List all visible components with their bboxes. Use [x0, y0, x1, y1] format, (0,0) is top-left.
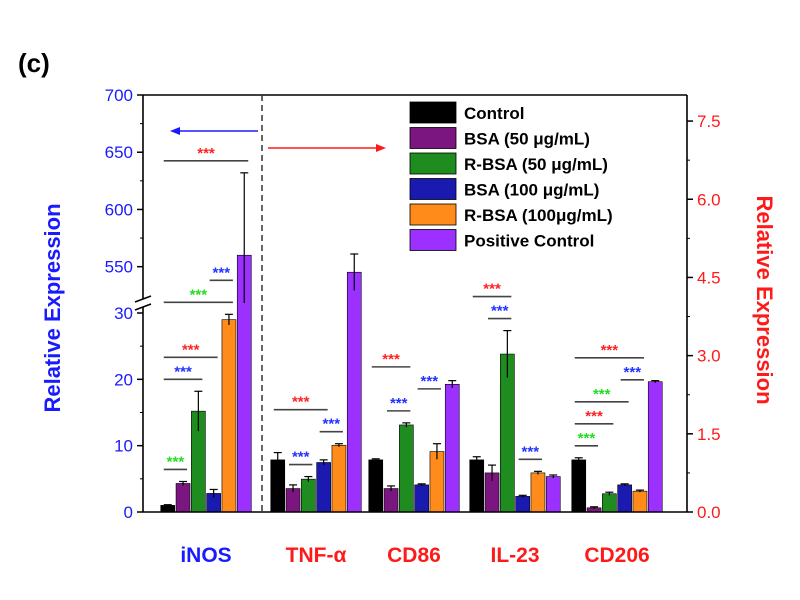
bar	[316, 462, 331, 513]
bar	[530, 472, 546, 513]
legend-label: R-BSA (100μg/mL)	[464, 206, 613, 225]
legend-label: Positive Control	[464, 232, 594, 251]
legend-label: R-BSA (50 μg/mL)	[464, 155, 608, 174]
significance-label: ***	[382, 351, 400, 368]
left-axis-title: Relative Expression	[40, 203, 65, 412]
bar	[221, 319, 237, 513]
right-tick-label: 0.0	[697, 503, 721, 522]
significance-label: ***	[601, 342, 619, 359]
legend-swatch	[409, 178, 457, 200]
legend: Control BSA (50 μg/mL) R-BSA (50 μg/mL) BSA…	[409, 101, 613, 251]
bar	[331, 444, 347, 513]
left-tick-label: 700	[105, 86, 133, 105]
legend-label: BSA (100 μg/mL)	[464, 181, 599, 200]
category-labels: iNOS TNF-α CD86 IL-23 CD206	[180, 544, 649, 567]
bar	[368, 459, 384, 513]
left-tick-label: 0	[124, 503, 133, 522]
significance-label: ***	[578, 430, 596, 447]
significance-label: ***	[174, 363, 192, 380]
significance-label: ***	[522, 443, 540, 460]
bar	[175, 483, 191, 513]
bar	[602, 493, 617, 513]
right-tick-label: 7.5	[697, 112, 721, 131]
right-tick-label: 6.0	[697, 190, 721, 209]
bar	[545, 476, 561, 513]
axis-break-gap	[135, 299, 151, 307]
bar	[429, 451, 445, 513]
legend-swatch	[409, 152, 457, 175]
legend-swatch	[409, 203, 457, 226]
significance-label: ***	[292, 449, 310, 466]
bar	[301, 478, 316, 513]
right-arrowhead	[376, 144, 386, 152]
category-label: CD206	[584, 544, 649, 567]
category-label: IL-23	[490, 544, 539, 567]
axis-break-mark	[134, 303, 152, 311]
legend-label: BSA (50 μg/mL)	[464, 130, 590, 149]
significance-label: ***	[182, 341, 200, 358]
significance-annotations: *** *** *** *** *** *** *** *** *** *** *** *** *** *…	[163, 145, 644, 470]
legend-swatch	[409, 127, 457, 149]
bar	[632, 490, 648, 513]
significance-label: ***	[483, 281, 501, 298]
significance-label: ***	[585, 408, 603, 425]
bar	[617, 484, 632, 513]
bar	[399, 424, 414, 513]
significance-label: ***	[213, 264, 231, 281]
left-tick-label: 10	[114, 437, 133, 456]
category-label: CD86	[387, 544, 441, 567]
left-tick-label: 550	[105, 258, 133, 277]
legend-swatch	[409, 229, 457, 251]
significance-label: ***	[624, 364, 642, 381]
right-tick-label: 3.0	[697, 347, 721, 366]
bar	[444, 383, 460, 513]
bar	[515, 496, 530, 513]
left-tick-label: 30	[114, 304, 133, 323]
category-label: TNF-α	[286, 544, 347, 567]
left-arrowhead	[170, 127, 180, 135]
significance-label: ***	[197, 145, 215, 162]
axis-break-mark	[134, 295, 152, 303]
significance-label: ***	[190, 286, 208, 303]
significance-label: ***	[167, 453, 185, 470]
right-axis-title: Relative Expression	[752, 195, 777, 404]
bar	[414, 484, 429, 513]
significance-label: ***	[323, 416, 341, 433]
bar	[571, 459, 587, 513]
bar	[346, 271, 362, 513]
left-tick-label: 20	[114, 370, 133, 389]
significance-label: ***	[390, 395, 408, 412]
bar	[469, 459, 485, 513]
axes-frame	[134, 94, 688, 513]
bar	[647, 381, 663, 513]
category-label: iNOS	[180, 544, 231, 567]
left-tick-label: 600	[105, 200, 133, 219]
significance-label: ***	[421, 373, 439, 390]
bar	[500, 353, 515, 513]
right-tick-label: 1.5	[697, 425, 721, 444]
right-tick-label: 4.5	[697, 268, 721, 287]
significance-label: ***	[292, 394, 310, 411]
legend-swatch	[409, 101, 457, 124]
panel-label: (c)	[18, 48, 50, 78]
bar	[160, 505, 176, 513]
significance-label: ***	[593, 386, 611, 403]
axis-ticks: 0 10 20 30 550 600 650 700 0.0 1.5 3.0 4.5 6.0 7.5	[105, 86, 721, 522]
significance-label: ***	[491, 303, 509, 320]
left-tick-label: 650	[105, 143, 133, 162]
bar	[270, 459, 286, 513]
legend-label: Control	[464, 104, 524, 123]
bar	[383, 488, 399, 513]
